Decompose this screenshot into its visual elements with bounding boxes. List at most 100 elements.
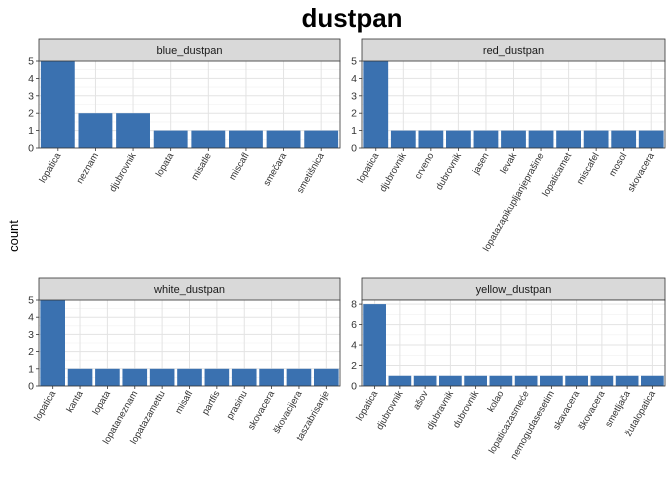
x-tick-label: lopata — [154, 150, 177, 179]
x-tick-label: kolao — [486, 389, 507, 414]
y-tick-label: 2 — [351, 360, 357, 372]
bar — [116, 113, 150, 148]
x-tick-label: lopata — [91, 388, 114, 417]
bar — [149, 368, 175, 386]
facet-strip-label: blue_dustpan — [156, 45, 222, 57]
y-tick-label: 2 — [28, 346, 34, 358]
x-tick-label: smečara — [261, 150, 289, 188]
bar — [590, 375, 614, 386]
facet-strip-label: yellow_dustpan — [476, 284, 552, 296]
x-tick-label: skovacera — [246, 388, 278, 432]
bar — [501, 130, 526, 148]
panel-background — [362, 300, 665, 386]
x-tick-label: misatle — [189, 151, 214, 183]
bar — [611, 130, 637, 148]
x-tick-label: lopatazapikupljanjeprašine — [481, 151, 547, 253]
bar — [363, 304, 386, 386]
bar — [473, 130, 499, 148]
y-tick-label: 0 — [28, 143, 34, 155]
y-tick-label: 3 — [351, 90, 357, 102]
bar — [266, 130, 301, 148]
y-tick-label: 5 — [28, 56, 34, 68]
bar — [388, 375, 412, 386]
x-tick-label: neznam — [75, 151, 101, 186]
x-tick-label: mosol — [607, 151, 629, 178]
bar — [418, 130, 444, 148]
bar — [413, 375, 437, 386]
y-tick-label: 1 — [28, 363, 34, 375]
y-tick-label: 4 — [351, 340, 357, 352]
x-tick-label: misafl — [173, 389, 195, 416]
chart-title: dustpan — [301, 3, 402, 33]
y-tick-label: 4 — [28, 73, 34, 85]
bar — [304, 130, 339, 148]
bar — [40, 61, 75, 148]
x-tick-label: kanta — [64, 388, 86, 414]
bar — [191, 130, 226, 148]
x-tick-label: djubrovnik — [378, 151, 409, 194]
y-axis-label: count — [6, 220, 21, 252]
facet-strip-label: red_dustpan — [483, 45, 544, 57]
bar — [95, 368, 120, 386]
bar — [464, 375, 487, 386]
bar — [204, 368, 230, 386]
facet-panel: blue_dustpan 0 1 2 3 4 5 lopatica neznam djubrovn… — [28, 38, 341, 195]
x-tick-label: miscafel — [575, 151, 602, 187]
bar — [314, 368, 339, 386]
x-tick-label: skovacera — [626, 150, 658, 194]
bar — [286, 368, 312, 386]
bar — [514, 375, 538, 386]
bar — [231, 368, 257, 386]
y-tick-label: 0 — [351, 381, 357, 393]
y-tick-label: 4 — [351, 73, 357, 85]
bar — [40, 300, 65, 386]
bar — [153, 130, 188, 148]
x-tick-label: dubrovnik — [434, 151, 464, 192]
y-tick-label: 0 — [351, 143, 357, 155]
x-tick-label: lopatica — [32, 388, 58, 422]
x-tick-label: levak — [498, 151, 519, 176]
y-tick-label: 5 — [28, 295, 34, 307]
bar — [528, 130, 554, 148]
bar — [641, 375, 664, 386]
bar — [390, 130, 416, 148]
bar — [446, 130, 471, 148]
bar — [489, 375, 513, 386]
bar — [177, 368, 202, 386]
y-tick-label: 2 — [351, 108, 357, 120]
bar — [122, 368, 148, 386]
y-tick-label: 1 — [28, 125, 34, 137]
bar — [583, 130, 609, 148]
x-tick-label: lopatica — [355, 150, 381, 184]
bar — [259, 368, 284, 386]
bar — [565, 375, 588, 386]
x-tick-label: partfis — [200, 389, 223, 417]
y-tick-label: 3 — [28, 329, 34, 341]
bar — [67, 368, 93, 386]
bar — [638, 130, 664, 148]
x-tick-label: prasinu — [225, 389, 250, 421]
y-tick-label: 4 — [28, 312, 34, 324]
x-tick-label: jasen — [470, 151, 491, 177]
y-tick-label: 3 — [28, 90, 34, 102]
x-tick-label: miscafl — [227, 151, 251, 182]
y-tick-label: 2 — [28, 108, 34, 120]
panel-border — [38, 60, 341, 149]
panel-border — [361, 299, 666, 387]
x-tick-label: lopatica — [354, 388, 380, 422]
x-tick-label: ašov — [411, 389, 431, 412]
x-tick-label: djubrovnik — [107, 151, 138, 194]
y-tick-label: 5 — [351, 56, 357, 68]
bar — [439, 375, 462, 386]
y-tick-label: 8 — [351, 299, 357, 311]
bar — [78, 113, 113, 148]
bar — [556, 130, 581, 148]
bar — [615, 375, 639, 386]
bar — [229, 130, 263, 148]
x-tick-label: lopatica — [38, 150, 64, 184]
